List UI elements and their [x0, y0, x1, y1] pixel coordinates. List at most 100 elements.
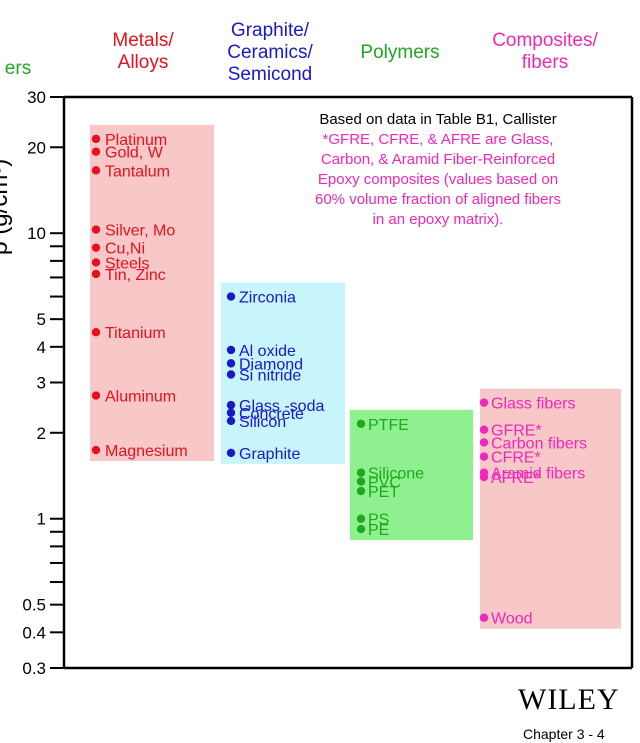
data-point [479, 472, 489, 482]
data-point-label: Tin, Zinc [105, 267, 166, 284]
data-point-label: PTFE [368, 417, 409, 434]
data-point [356, 514, 366, 523]
data-point [91, 147, 101, 156]
chapter-label: Chapter 3 - 4 [523, 726, 605, 742]
data-point-label: Tantalum [105, 163, 170, 180]
data-point [479, 398, 489, 407]
category-header-line: fibers [521, 52, 569, 73]
data-point-label: Carbon fibers [491, 435, 587, 452]
data-point [91, 391, 101, 400]
data-point [91, 225, 101, 234]
data-point-label: PVC [368, 475, 401, 492]
y-tick-label: 20 [27, 138, 46, 157]
data-point-label: AFRE* [491, 470, 540, 487]
data-point [91, 166, 101, 175]
partial-category-label: ers [4, 58, 32, 79]
category-header-polymers: Polymers [340, 42, 460, 64]
category-box [480, 388, 621, 629]
data-point [226, 400, 236, 410]
data-point-label: Steels [105, 255, 149, 272]
category-header-line: Composites/ [492, 30, 598, 51]
y-tick-label: 0.4 [22, 623, 46, 642]
data-point [226, 370, 236, 379]
data-point [356, 524, 366, 534]
note-line: in an epoxy matrix). [372, 211, 504, 228]
publisher-logo: WILEY [518, 683, 620, 716]
data-point-label: Al oxide [239, 343, 296, 360]
y-tick-label: 2 [37, 424, 46, 443]
data-point [479, 613, 489, 622]
data-point [479, 425, 489, 434]
data-point [226, 292, 236, 301]
source-note: Based on data in Table B1, Callister *GF… [258, 110, 618, 230]
data-point [226, 345, 236, 355]
data-point-label: Si nitride [239, 367, 301, 384]
data-point [226, 416, 236, 426]
y-tick-label: 1 [37, 510, 46, 529]
note-line: 60% volume fraction of aligned fibers [315, 191, 561, 208]
data-point [91, 328, 101, 337]
y-tick-label: 0.3 [22, 659, 46, 678]
y-tick-label: 30 [27, 88, 46, 107]
data-point-label: Glass -soda [239, 398, 324, 415]
data-point [91, 134, 101, 144]
data-point [479, 438, 489, 447]
data-point-label: PE [368, 522, 389, 539]
data-point [91, 445, 101, 455]
data-point-label: Aluminum [105, 389, 176, 406]
category-header-line: Polymers [360, 42, 440, 63]
category-header-composites: Composites/ fibers [470, 30, 620, 74]
note-line: *GFRE, CFRE, & AFRE are Glass, [322, 131, 554, 148]
data-point [91, 243, 101, 252]
y-tick-label: 3 [37, 374, 46, 393]
y-tick-label: 10 [27, 224, 46, 243]
data-point-label: Silicon [239, 414, 286, 431]
data-point [356, 419, 366, 429]
data-point-label: Aramid fibers [491, 466, 585, 483]
data-point-label: CFRE* [491, 450, 541, 467]
data-point [91, 269, 101, 279]
data-point-label: Wood [491, 611, 533, 628]
data-point-label: Magnesium [105, 443, 188, 460]
data-point-label: Silver, Mo [105, 223, 175, 240]
y-axis-label: ρ (g/cm³) [0, 158, 13, 255]
data-point-label: Gold, W [105, 145, 164, 162]
data-point-label: Titanium [105, 325, 166, 342]
data-point-label: Concrete [239, 406, 304, 423]
category-header-ceramics: Graphite/ Ceramics/ Semicond [205, 20, 335, 86]
data-point-label: Silicone [368, 466, 424, 483]
data-point [356, 477, 366, 486]
data-point-label: GFRE* [491, 423, 542, 440]
data-point [479, 452, 489, 461]
data-point [91, 258, 101, 267]
data-point-label: Glass fibers [491, 396, 575, 413]
data-point [226, 359, 236, 368]
note-line: Carbon, & Aramid Fiber-Reinforced [320, 151, 556, 168]
category-header-line: Alloys [117, 52, 169, 73]
note-line-source: Based on data in Table B1, Callister [319, 111, 557, 128]
category-box [221, 282, 345, 464]
data-point [226, 408, 236, 417]
category-header-metals: Metals/ Alloys [88, 30, 198, 74]
data-point-label: Cu,Ni [105, 241, 145, 258]
data-point-label: Graphite [239, 446, 300, 463]
data-point [356, 486, 366, 496]
y-tick-label: 0.5 [22, 596, 46, 615]
data-point-label: PET [368, 484, 399, 501]
category-header-line: Metals/ [112, 30, 174, 51]
data-point [356, 468, 366, 477]
y-tick-label: 4 [37, 338, 46, 357]
note-line: Epoxy composites (values based on [317, 171, 559, 188]
data-point-label: Diamond [239, 356, 303, 373]
category-header-line: Ceramics/ [227, 42, 313, 63]
y-tick-label: 5 [37, 310, 46, 329]
data-point [226, 448, 236, 458]
data-point-label: Platinum [105, 132, 167, 149]
data-point-label: Zirconia [239, 290, 296, 307]
category-header-line: Semicond [227, 64, 313, 85]
data-point-label: PS [368, 512, 389, 529]
category-header-line: Graphite/ [230, 20, 310, 41]
category-box [350, 409, 473, 541]
category-box [90, 124, 214, 462]
